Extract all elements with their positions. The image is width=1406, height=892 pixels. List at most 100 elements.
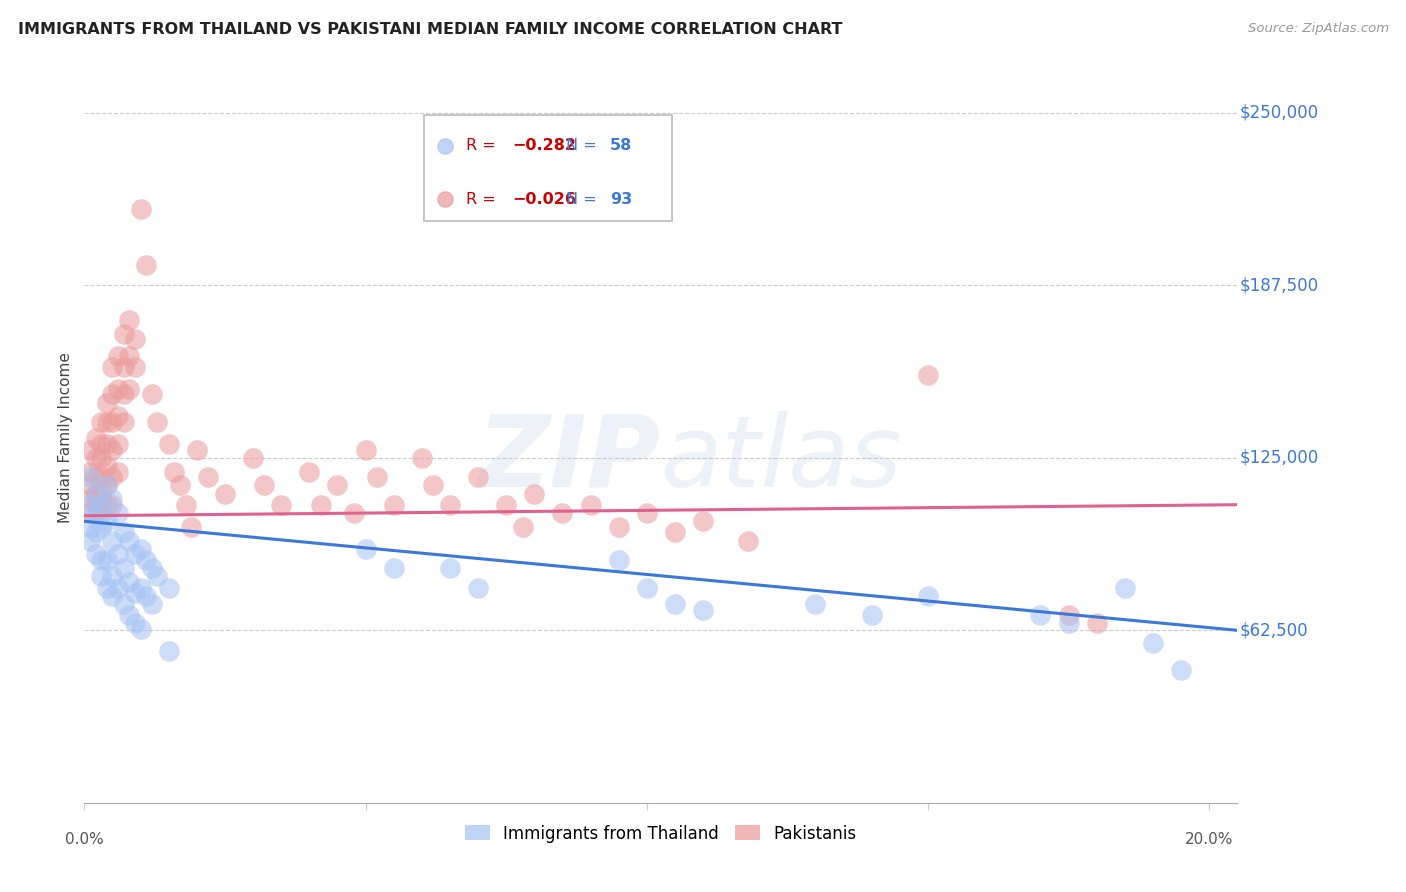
Point <box>1057 608 1080 623</box>
Point <box>467 470 489 484</box>
Point <box>579 498 602 512</box>
Point <box>129 202 152 217</box>
Point <box>90 486 112 500</box>
Point <box>607 553 630 567</box>
Point <box>523 486 546 500</box>
Point <box>90 520 112 534</box>
Point <box>1114 581 1136 595</box>
Point <box>112 415 135 429</box>
Point <box>495 498 517 512</box>
Point <box>79 442 101 457</box>
Point <box>101 415 124 429</box>
Point <box>96 478 118 492</box>
Point <box>157 581 180 595</box>
Point <box>804 597 827 611</box>
Point <box>101 492 124 507</box>
Text: −0.282: −0.282 <box>512 138 576 153</box>
Point <box>917 368 939 382</box>
Text: N =: N = <box>567 138 602 153</box>
Point <box>439 561 461 575</box>
Point <box>107 581 129 595</box>
Point <box>692 514 714 528</box>
Point <box>107 437 129 451</box>
Point <box>84 525 107 540</box>
Point <box>112 359 135 374</box>
Point <box>107 382 129 396</box>
Point <box>860 608 883 623</box>
Point <box>79 533 101 548</box>
Point <box>270 498 292 512</box>
Point <box>141 387 163 401</box>
Point <box>169 478 191 492</box>
Text: IMMIGRANTS FROM THAILAND VS PAKISTANI MEDIAN FAMILY INCOME CORRELATION CHART: IMMIGRANTS FROM THAILAND VS PAKISTANI ME… <box>18 22 842 37</box>
Text: Source: ZipAtlas.com: Source: ZipAtlas.com <box>1249 22 1389 36</box>
Point <box>96 514 118 528</box>
Point <box>107 465 129 479</box>
Y-axis label: Median Family Income: Median Family Income <box>58 351 73 523</box>
Point <box>146 569 169 583</box>
Point <box>90 450 112 465</box>
Point <box>84 432 107 446</box>
Point <box>366 470 388 484</box>
Text: ZIP: ZIP <box>478 410 661 508</box>
Point <box>96 395 118 409</box>
Point <box>214 486 236 500</box>
Point <box>439 498 461 512</box>
Point <box>512 520 534 534</box>
Point <box>124 548 146 562</box>
Point <box>124 616 146 631</box>
Point <box>118 312 141 326</box>
Text: $62,500: $62,500 <box>1240 622 1308 640</box>
Point <box>112 387 135 401</box>
Point <box>129 581 152 595</box>
Point <box>96 498 118 512</box>
Point <box>101 470 124 484</box>
Point <box>118 608 141 623</box>
Point <box>118 533 141 548</box>
Point <box>79 520 101 534</box>
Point <box>107 506 129 520</box>
Point <box>664 597 686 611</box>
Point <box>607 520 630 534</box>
Point <box>90 569 112 583</box>
Point <box>84 486 107 500</box>
Point <box>101 442 124 457</box>
Text: 20.0%: 20.0% <box>1185 832 1233 847</box>
Point <box>382 561 405 575</box>
Point <box>107 409 129 424</box>
Point <box>253 478 276 492</box>
Point <box>79 478 101 492</box>
Point <box>422 478 444 492</box>
Point <box>917 589 939 603</box>
Point <box>174 498 197 512</box>
Point <box>96 478 118 492</box>
Text: atlas: atlas <box>661 410 903 508</box>
Text: $125,000: $125,000 <box>1240 449 1319 467</box>
Text: R =: R = <box>465 192 501 207</box>
Point <box>124 586 146 600</box>
Point <box>84 470 107 484</box>
Point <box>112 597 135 611</box>
Point <box>96 553 118 567</box>
Point <box>129 622 152 636</box>
Point <box>90 415 112 429</box>
Text: R =: R = <box>465 138 501 153</box>
Point <box>1057 616 1080 631</box>
Point <box>84 548 107 562</box>
FancyBboxPatch shape <box>425 115 672 221</box>
Text: 0.0%: 0.0% <box>65 832 104 847</box>
Point <box>112 525 135 540</box>
Point <box>1142 636 1164 650</box>
Point <box>242 450 264 465</box>
Point <box>79 506 101 520</box>
Point <box>636 506 658 520</box>
Point <box>135 553 157 567</box>
Point <box>112 561 135 575</box>
Point <box>326 478 349 492</box>
Point <box>551 506 574 520</box>
Point <box>101 387 124 401</box>
Point <box>135 258 157 272</box>
Point <box>664 525 686 540</box>
Point <box>96 415 118 429</box>
Point <box>636 581 658 595</box>
